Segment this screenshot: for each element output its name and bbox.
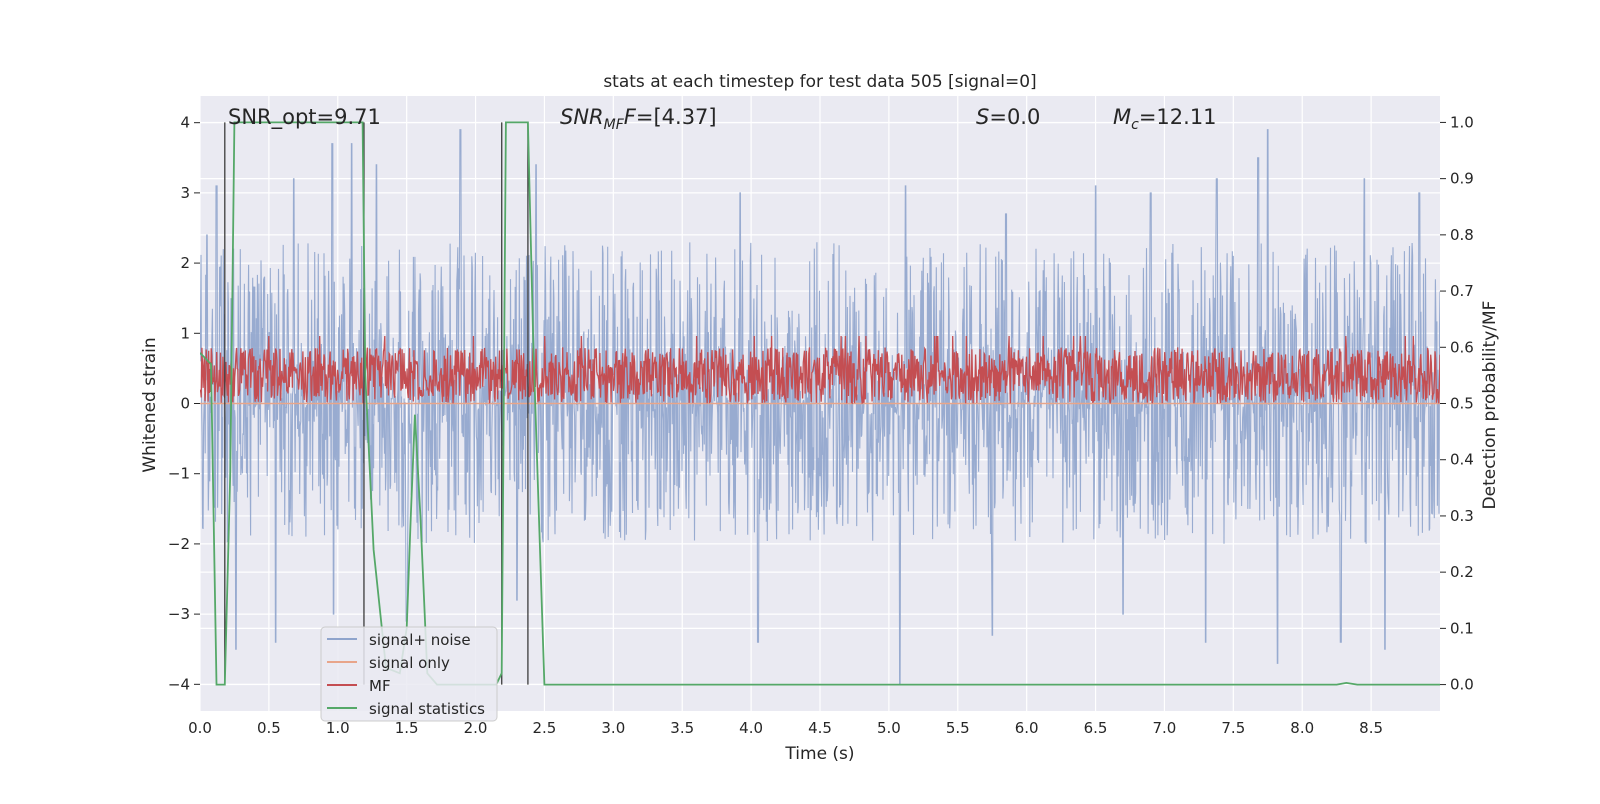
x-tick-label: 7.5 bbox=[1221, 719, 1245, 737]
snr-mf-annotation: SNRMFF=[4.37] bbox=[560, 105, 717, 133]
x-tick-label: 4.0 bbox=[739, 719, 763, 737]
right-tick-label: 0.4 bbox=[1450, 451, 1474, 469]
x-axis-label: Time (s) bbox=[784, 744, 854, 764]
mf-series bbox=[200, 335, 1440, 405]
left-axis-ticks: 4 3 2 1 0 −1 −2 −3 −4 bbox=[168, 114, 200, 693]
right-tick-label: 0.8 bbox=[1450, 226, 1474, 244]
x-tick-label: 5.0 bbox=[877, 719, 901, 737]
legend: signal+ noise signal only MF signal stat… bbox=[320, 626, 498, 722]
x-tick-label: 0.0 bbox=[188, 719, 212, 737]
x-tick-label: 2.5 bbox=[533, 719, 557, 737]
right-tick-label: 0.6 bbox=[1450, 338, 1474, 356]
right-tick-label: 0.1 bbox=[1450, 619, 1474, 637]
x-tick-label: 8.5 bbox=[1359, 719, 1383, 737]
right-tick-label: 0.0 bbox=[1450, 676, 1474, 694]
legend-label-signal-noise: signal+ noise bbox=[369, 631, 471, 649]
right-tick-label: 0.2 bbox=[1450, 563, 1474, 581]
left-tick-label: −4 bbox=[168, 675, 190, 693]
left-tick-label: 2 bbox=[180, 254, 190, 272]
s-annotation: S=0.0 bbox=[976, 105, 1040, 129]
x-tick-label: 6.0 bbox=[1015, 719, 1039, 737]
x-tick-label: 7.0 bbox=[1153, 719, 1177, 737]
y-axis-label-right: Detection probability/MF bbox=[1480, 301, 1500, 510]
right-tick-label: 0.5 bbox=[1450, 395, 1474, 413]
x-tick-label: 6.5 bbox=[1084, 719, 1108, 737]
left-tick-label: −1 bbox=[168, 465, 190, 483]
chart-title: stats at each timestep for test data 505… bbox=[603, 72, 1036, 92]
x-tick-label: 3.0 bbox=[601, 719, 625, 737]
left-tick-label: 3 bbox=[180, 184, 190, 202]
mc-annotation: Mc=12.11 bbox=[1113, 105, 1217, 133]
left-tick-label: −2 bbox=[168, 535, 190, 553]
x-tick-label: 5.5 bbox=[946, 719, 970, 737]
left-tick-label: 4 bbox=[180, 114, 190, 132]
legend-label-signal-only: signal only bbox=[369, 654, 450, 672]
right-tick-label: 0.3 bbox=[1450, 507, 1474, 525]
x-axis-ticks: 0.0 0.5 1.0 1.5 2.0 2.5 3.0 3.5 4.0 4.5 5.0 5.5 6.0 6… bbox=[188, 719, 1383, 737]
x-tick-label: 3.5 bbox=[670, 719, 694, 737]
right-tick-label: 0.7 bbox=[1450, 282, 1474, 300]
right-tick-label: 0.9 bbox=[1450, 170, 1474, 188]
left-tick-label: −3 bbox=[168, 605, 190, 623]
legend-box bbox=[320, 626, 498, 722]
signal-statistics-series bbox=[200, 121, 1440, 686]
x-tick-label: 8.0 bbox=[1290, 719, 1314, 737]
left-tick-label: 1 bbox=[180, 324, 190, 342]
x-tick-label: 0.5 bbox=[257, 719, 281, 737]
mf-trace bbox=[200, 335, 1440, 405]
x-tick-label: 1.5 bbox=[395, 719, 419, 737]
legend-label-mf: MF bbox=[369, 677, 391, 695]
legend-label-signal-statistics: signal statistics bbox=[369, 700, 485, 718]
left-tick-label: 0 bbox=[180, 395, 190, 413]
y-axis-label-left: Whitened strain bbox=[140, 337, 160, 472]
x-tick-label: 4.5 bbox=[808, 719, 832, 737]
right-tick-label: 1.0 bbox=[1450, 113, 1474, 131]
snr-opt-annotation: SNR_opt=9.71 bbox=[228, 105, 381, 130]
right-axis-ticks: 1.0 0.9 0.8 0.7 0.6 0.5 0.4 0.3 0.2 0.1 0.0 bbox=[1440, 113, 1474, 694]
x-tick-label: 2.0 bbox=[464, 719, 488, 737]
x-tick-label: 1.0 bbox=[326, 719, 350, 737]
